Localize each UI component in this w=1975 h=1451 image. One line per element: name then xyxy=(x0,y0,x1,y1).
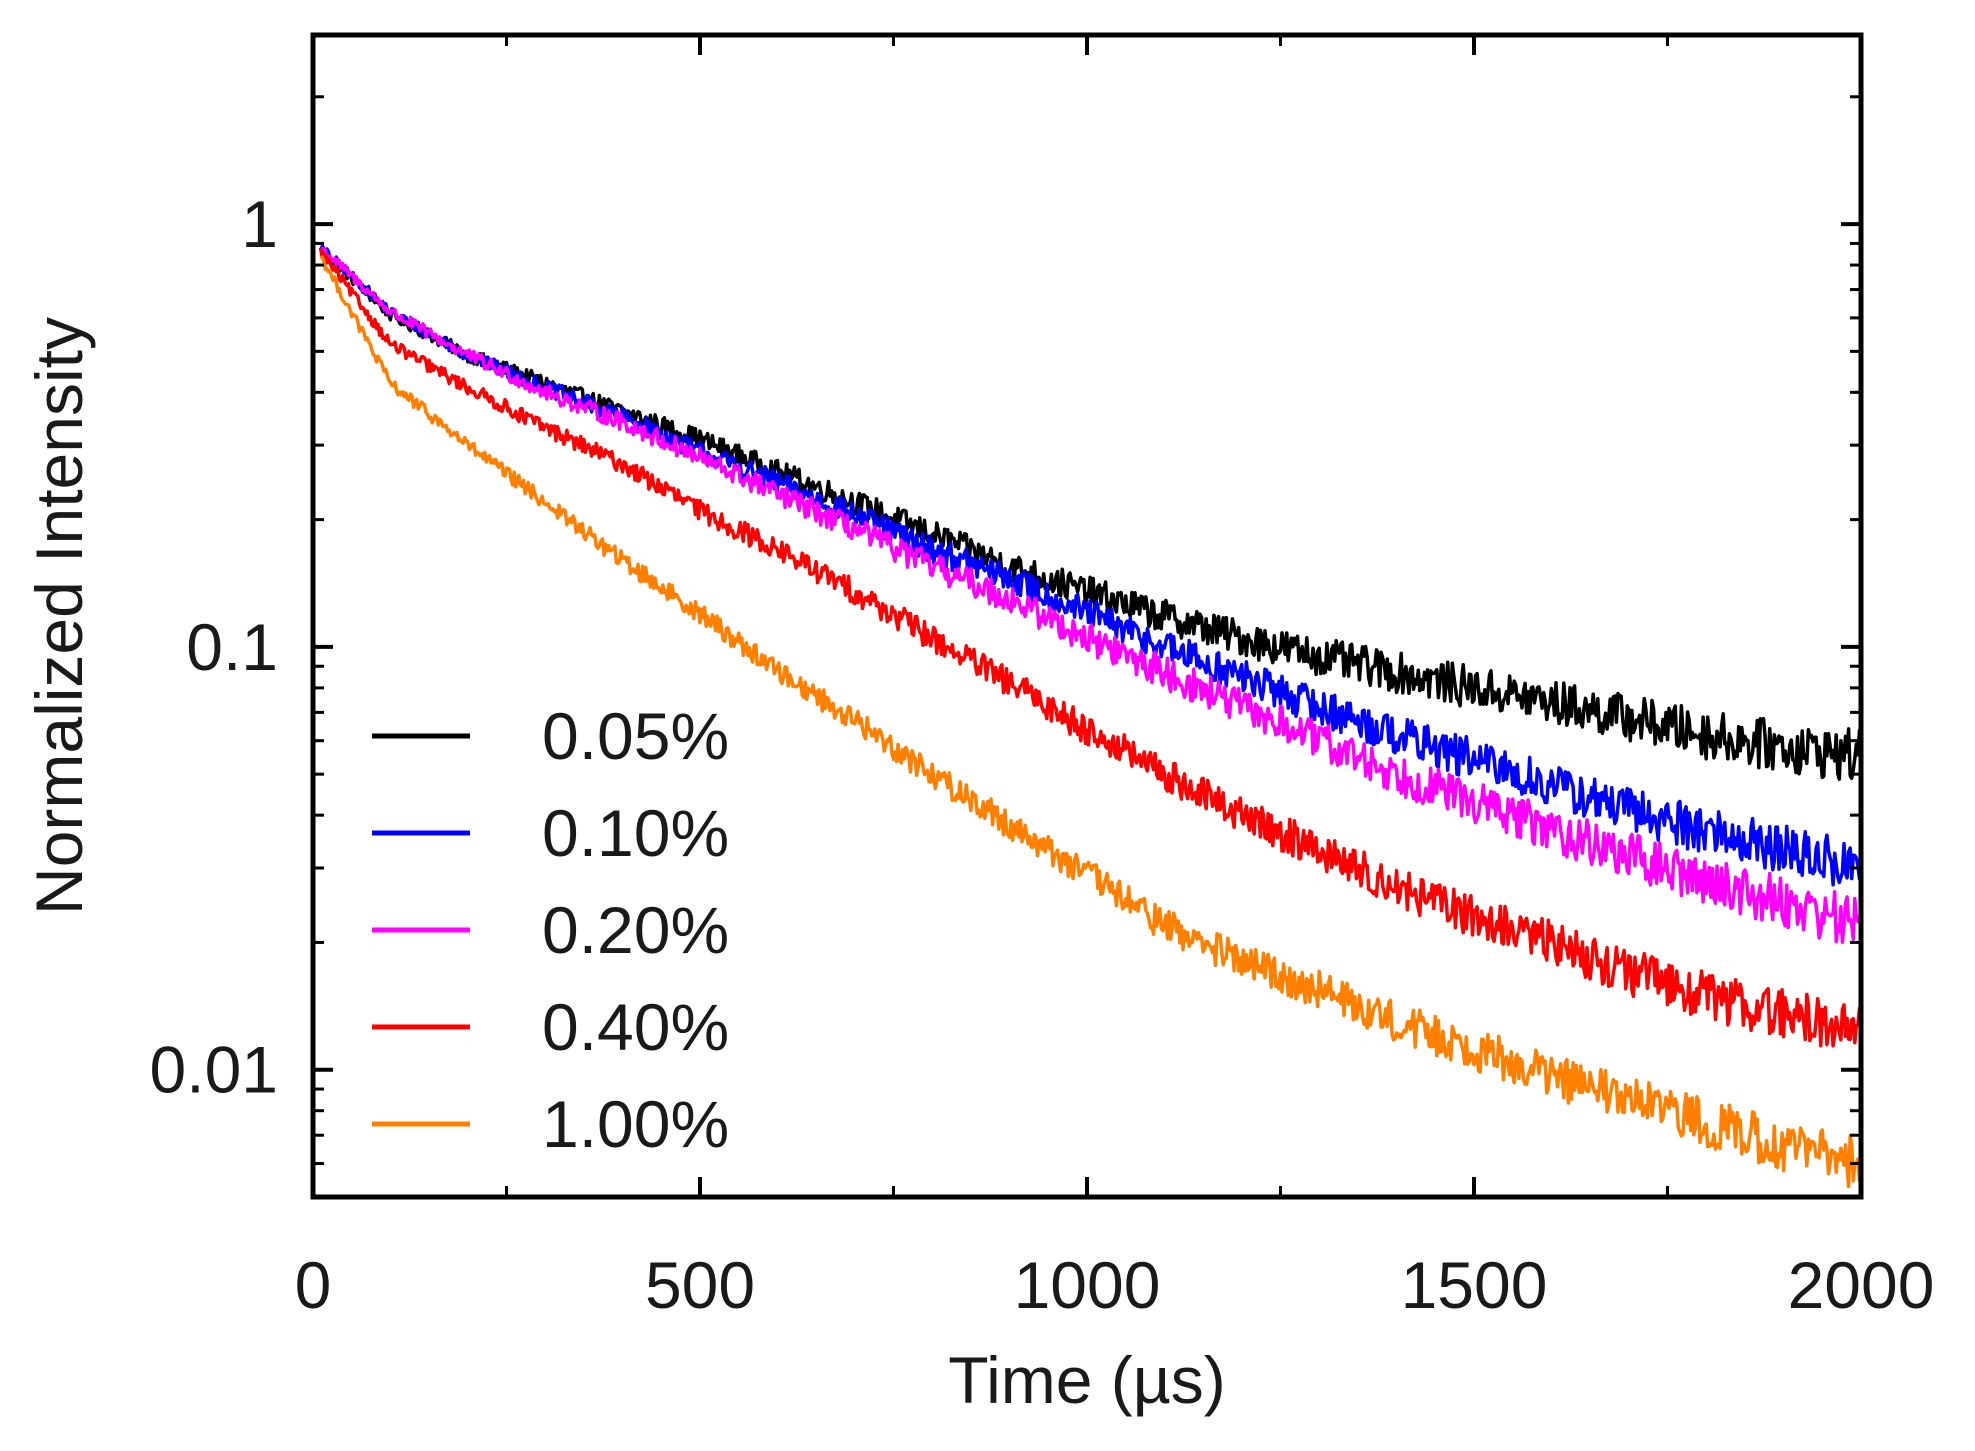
y-tick-label: 0.1 xyxy=(186,610,278,684)
y-tick-label: 0.01 xyxy=(150,1033,278,1107)
x-tick-label: 1000 xyxy=(1014,1248,1161,1322)
legend: 0.05% 0.10% 0.20% 0.40% 1.00% xyxy=(372,699,729,1161)
y-axis-title: Normalized Intensity xyxy=(22,317,96,915)
legend-label: 0.05% xyxy=(542,699,729,773)
series-layer xyxy=(318,244,1863,1189)
series-line xyxy=(319,244,1863,887)
series-line xyxy=(319,255,1863,1189)
legend-label: 0.20% xyxy=(542,893,729,967)
legend-label: 0.40% xyxy=(542,990,729,1064)
x-axis-title: Time (µs) xyxy=(948,1343,1226,1417)
y-tick-label: 1 xyxy=(241,187,278,261)
tick-layer: 0 500 1000 1500 2000 1 0.1 0.01 xyxy=(150,35,1935,1322)
legend-label: 0.10% xyxy=(542,796,729,870)
x-tick-label: 1500 xyxy=(1401,1248,1548,1322)
x-tick-label: 0 xyxy=(295,1248,332,1322)
legend-label: 1.00% xyxy=(542,1087,729,1161)
series-line xyxy=(318,248,1863,1048)
x-tick-label: 2000 xyxy=(1788,1248,1935,1322)
series-line xyxy=(319,246,1863,944)
x-tick-label: 500 xyxy=(645,1248,755,1322)
series-line xyxy=(319,247,1863,781)
